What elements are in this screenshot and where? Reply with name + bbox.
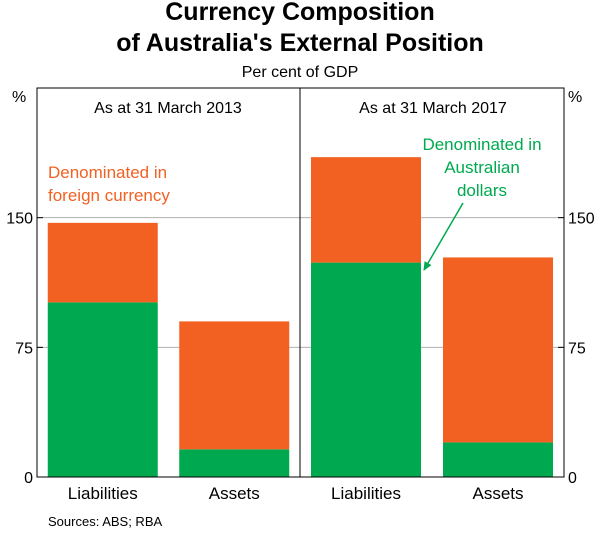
- chart-title-line-2: of Australia's External Position: [116, 29, 484, 57]
- annotation-foreign-currency: Denominated in foreign currency: [48, 163, 170, 205]
- chart-subtitle: Per cent of GDP: [242, 64, 359, 81]
- tick-label-left-75: 75: [15, 340, 33, 357]
- annotation-aud-line-1: Denominated in: [422, 135, 541, 154]
- chart-title-line-1: Currency Composition: [165, 0, 434, 26]
- bar-2017-liabilities-foreign: [311, 157, 421, 263]
- category-label-2017-liabilities: Liabilities: [331, 484, 401, 503]
- tick-label-right-150: 150: [568, 211, 595, 228]
- panel-title-2013: As at 31 March 2013: [94, 100, 242, 117]
- bar-2017-liabilities-aud: [311, 262, 421, 477]
- source-note: Sources: ABS; RBA: [48, 514, 162, 529]
- annotation-arrow: [423, 202, 464, 271]
- annotation-aud-line-3: dollars: [457, 181, 507, 200]
- category-label-2013-liabilities: Liabilities: [68, 484, 138, 503]
- bar-2017-assets-aud: [443, 442, 553, 477]
- bar-2013-liabilities-aud: [47, 302, 158, 477]
- tick-label-right-75: 75: [568, 340, 586, 357]
- category-label-2017-assets: Assets: [472, 484, 523, 503]
- tick-label-left-0: 0: [24, 470, 33, 487]
- bar-2013-assets-aud: [179, 449, 290, 477]
- annotation-australian-dollars: Denominated in Australian dollars: [422, 135, 542, 271]
- annotation-foreign-line-2: foreign currency: [48, 186, 170, 205]
- category-label-2013-assets: Assets: [209, 484, 260, 503]
- tick-label-right-0: 0: [568, 470, 577, 487]
- bar-2013-liabilities-foreign: [47, 222, 158, 303]
- bar-2017-assets-foreign: [443, 257, 553, 443]
- panel-title-2017: As at 31 March 2017: [359, 100, 507, 117]
- annotation-foreign-line-1: Denominated in: [48, 163, 167, 182]
- y-unit-left: %: [12, 89, 26, 106]
- bar-2013-assets-foreign: [179, 321, 290, 450]
- tick-label-left-150: 150: [6, 211, 33, 228]
- annotation-aud-line-2: Australian: [444, 158, 520, 177]
- y-unit-right: %: [568, 89, 582, 106]
